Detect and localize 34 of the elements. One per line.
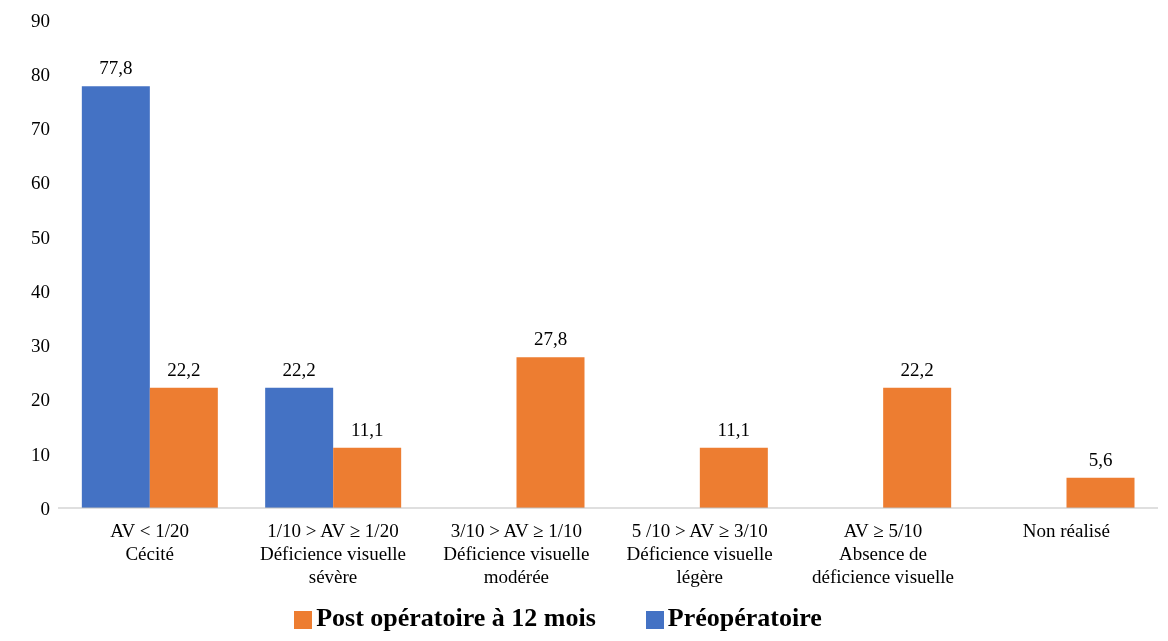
y-tick-label: 0 <box>40 497 50 519</box>
bar <box>333 447 402 508</box>
legend-label: Préopératoire <box>667 603 822 632</box>
data-label: 22,2 <box>900 358 934 380</box>
bar <box>883 387 952 508</box>
x-tick-label: AV < 1/20 Cécité <box>110 520 189 564</box>
x-tick-label: Non réalisé <box>1022 520 1110 542</box>
legend-label: Post opératoire à 12 mois <box>316 603 596 632</box>
y-tick-label: 40 <box>31 280 50 302</box>
data-label: 22,2 <box>282 358 316 380</box>
y-tick-label: 90 <box>31 9 50 31</box>
data-label: 27,8 <box>533 328 568 350</box>
x-tick-label: 3/10 > AV ≥ 1/10 Déficience visuelle modérée <box>443 520 590 587</box>
bar <box>1066 477 1135 508</box>
bar <box>516 357 585 508</box>
bar <box>81 86 150 508</box>
data-label: 5,6 <box>1088 448 1113 470</box>
y-tick-label: 60 <box>31 172 50 194</box>
x-tick-label: 5 /10 > AV ≥ 3/10 Déficience visuelle légère <box>626 520 773 587</box>
data-label: 77,8 <box>99 57 133 79</box>
data-label: 22,2 <box>167 358 201 380</box>
y-tick-label: 70 <box>31 118 50 140</box>
data-label: 11,1 <box>717 418 751 440</box>
bar <box>149 387 218 508</box>
x-tick-label: AV ≥ 5/10 Absence de déficience visuelle <box>812 520 954 587</box>
y-tick-label: 50 <box>31 226 50 248</box>
y-tick-label: 20 <box>31 389 50 411</box>
bar <box>265 387 334 508</box>
y-tick-label: 10 <box>31 443 50 465</box>
x-tick-label: 1/10 > AV ≥ 1/20 Déficience visuelle sévère <box>259 520 407 587</box>
data-label: 11,1 <box>350 418 384 440</box>
y-tick-label: 80 <box>31 63 50 85</box>
y-tick-label: 30 <box>31 335 50 357</box>
bar <box>699 447 768 508</box>
